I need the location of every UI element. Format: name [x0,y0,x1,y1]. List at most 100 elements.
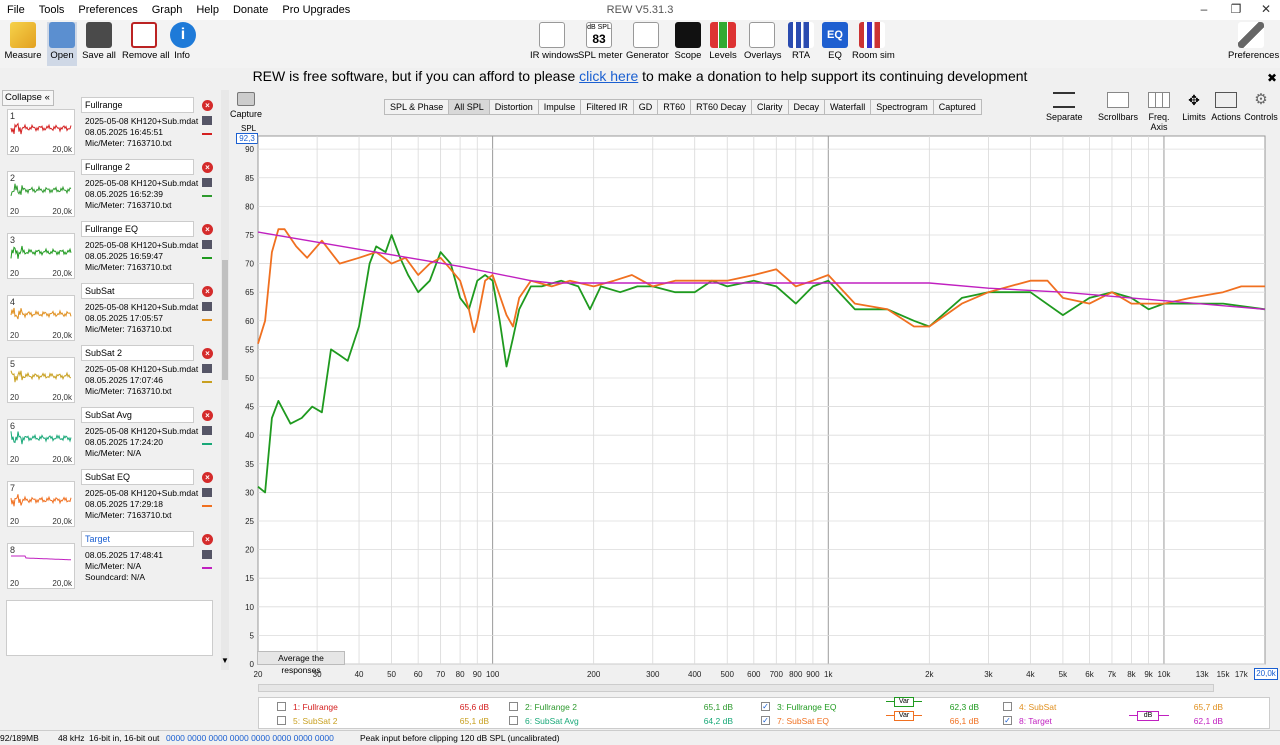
delete-measurement-icon[interactable]: × [202,100,213,111]
delete-measurement-icon[interactable]: × [202,224,213,235]
actions-button[interactable]: Actions [1210,92,1242,122]
measurement-name-field[interactable]: SubSat Avg [81,407,194,423]
measurement-name-field[interactable]: Target [81,531,194,547]
series-line-target[interactable] [257,231,1266,310]
room-sim-button[interactable]: Room sim [852,22,895,61]
measurement-item[interactable]: 3 20 20,0k Fullrange EQ × 2025-05-08 KH120+Su… [3,217,216,279]
measurement-item[interactable]: 7 20 20,0k SubSat EQ × 2025-05-08 KH120+Sub.m… [3,465,216,527]
series-line-fullrange-eq[interactable] [257,234,1266,494]
measurement-name-field[interactable]: SubSat EQ [81,469,194,485]
var-badge[interactable]: Var [894,697,914,707]
legend-checkbox[interactable] [1003,702,1012,711]
open-button[interactable]: Open [47,22,77,66]
measurement-item[interactable]: 1 20 20,0k Fullrange × 2025-05-08 KH120+Sub.m… [3,93,216,155]
measurement-name-field[interactable]: SubSat 2 [81,345,194,361]
legend-checkbox[interactable] [509,716,518,725]
measurement-item[interactable]: 4 20 20,0k SubSat × 2025-05-08 KH120+Sub.mdat… [3,279,216,341]
measurement-thumbnail[interactable]: 3 20 20,0k [7,233,75,279]
measurement-thumbnail[interactable]: 1 20 20,0k [7,109,75,155]
generator-button[interactable]: Generator [626,22,669,61]
spl-meter-button[interactable]: dB SPL 83 SPL meter [578,22,623,61]
remove-all-button[interactable]: Remove all [122,22,170,61]
maximize-icon[interactable]: ❐ [1230,2,1242,16]
measurement-color-swatch[interactable] [202,195,212,197]
measurement-name-field[interactable]: SubSat [81,283,194,299]
measurement-color-swatch[interactable] [202,443,212,445]
info-button[interactable]: i Info [170,22,196,61]
legend-checkbox[interactable] [509,702,518,711]
tab-captured[interactable]: Captured [932,99,982,115]
tab-filtered-ir[interactable]: Filtered IR [580,99,634,115]
measurement-tools-icon[interactable] [202,550,212,559]
levels-button[interactable]: Levels [708,22,738,61]
limits-button[interactable]: ✥ Limits [1182,92,1206,122]
close-icon[interactable]: ✕ [1260,2,1272,16]
minimize-icon[interactable]: – [1200,2,1208,16]
measure-button[interactable]: Measure [4,22,42,61]
scrollbars-button[interactable]: Scrollbars [1098,92,1138,122]
measurement-thumbnail[interactable]: 2 20 20,0k [7,171,75,217]
delete-measurement-icon[interactable]: × [202,472,213,483]
measurement-item[interactable]: 6 20 20,0k SubSat Avg × 2025-05-08 KH120+Sub.… [3,403,216,465]
horizontal-scrollbar[interactable] [258,684,1214,692]
target-db-badge[interactable]: dB [1137,711,1159,721]
measurement-tools-icon[interactable] [202,116,212,125]
x-axis-end-value[interactable]: 20,0k [1254,668,1278,680]
menu-preferences[interactable]: Preferences [78,4,138,16]
tab-spl-phase[interactable]: SPL & Phase [384,99,450,115]
delete-measurement-icon[interactable]: × [202,410,213,421]
series-line-subsat-eq[interactable] [257,228,1265,344]
average-responses-button[interactable]: Average the responses [257,651,345,675]
scope-button[interactable]: Scope [674,22,702,61]
tab-waterfall[interactable]: Waterfall [824,99,872,115]
measurement-item[interactable]: 2 20 20,0k Fullrange 2 × 2025-05-08 KH120+Sub… [3,155,216,217]
legend-checkbox[interactable]: ✓ [761,702,770,711]
capture-button[interactable]: Capture [228,92,264,119]
tab-clarity[interactable]: Clarity [750,99,789,115]
tab-impulse[interactable]: Impulse [537,99,582,115]
measurement-thumbnail[interactable]: 6 20 20,0k [7,419,75,465]
measurement-thumbnail[interactable]: 7 20 20,0k [7,481,75,527]
measurement-tools-icon[interactable] [202,364,212,373]
plot-area[interactable] [257,135,1266,665]
measurement-item[interactable]: 5 20 20,0k SubSat 2 × 2025-05-08 KH120+Sub.md… [3,341,216,403]
measurement-name-field[interactable]: Fullrange EQ [81,221,194,237]
measurement-item[interactable]: 8 20 20,0k Target × 08.05.2025 17:48:41 Mic/Me… [3,527,216,589]
tab-decay[interactable]: Decay [787,99,826,115]
menu-help[interactable]: Help [196,4,219,16]
ir-windows-button[interactable]: IR windows [530,22,579,61]
measurement-color-swatch[interactable] [202,381,212,383]
measurement-color-swatch[interactable] [202,257,212,259]
measurement-color-swatch[interactable] [202,133,212,135]
measurement-tools-icon[interactable] [202,240,212,249]
tab-distortion[interactable]: Distortion [488,99,539,115]
overlays-button[interactable]: Overlays [744,22,781,61]
eq-button[interactable]: EQ EQ [822,22,848,61]
legend-checkbox[interactable]: ✓ [1003,716,1012,725]
preferences-button[interactable]: Preferences [1228,22,1279,61]
left-panel-scrollbar[interactable] [221,90,229,670]
menu-graph[interactable]: Graph [151,4,183,16]
close-banner-icon[interactable]: ✖ [1267,71,1278,85]
rta-button[interactable]: RTA [788,22,814,61]
measurement-color-swatch[interactable] [202,319,212,321]
measurement-thumbnail[interactable]: 5 20 20,0k [7,357,75,403]
delete-measurement-icon[interactable]: × [202,286,213,297]
measurement-name-field[interactable]: Fullrange 2 [81,159,194,175]
menu-donate[interactable]: Donate [232,4,269,16]
measurement-thumbnail[interactable]: 4 20 20,0k [7,295,75,341]
donate-link[interactable]: click here [579,68,639,84]
measurement-tools-icon[interactable] [202,426,212,435]
scroll-down-icon[interactable]: ▼ [221,656,229,665]
menu-tools[interactable]: Tools [38,4,65,16]
measurement-tools-icon[interactable] [202,178,212,187]
measurement-thumbnail[interactable]: 8 20 20,0k [7,543,75,589]
legend-checkbox[interactable] [277,702,286,711]
measurement-tools-icon[interactable] [202,302,212,311]
var-badge[interactable]: Var [894,711,914,721]
menu-file[interactable]: File [7,4,25,16]
legend-checkbox[interactable] [277,716,286,725]
measurement-tools-icon[interactable] [202,488,212,497]
save-all-button[interactable]: Save all [82,22,116,61]
